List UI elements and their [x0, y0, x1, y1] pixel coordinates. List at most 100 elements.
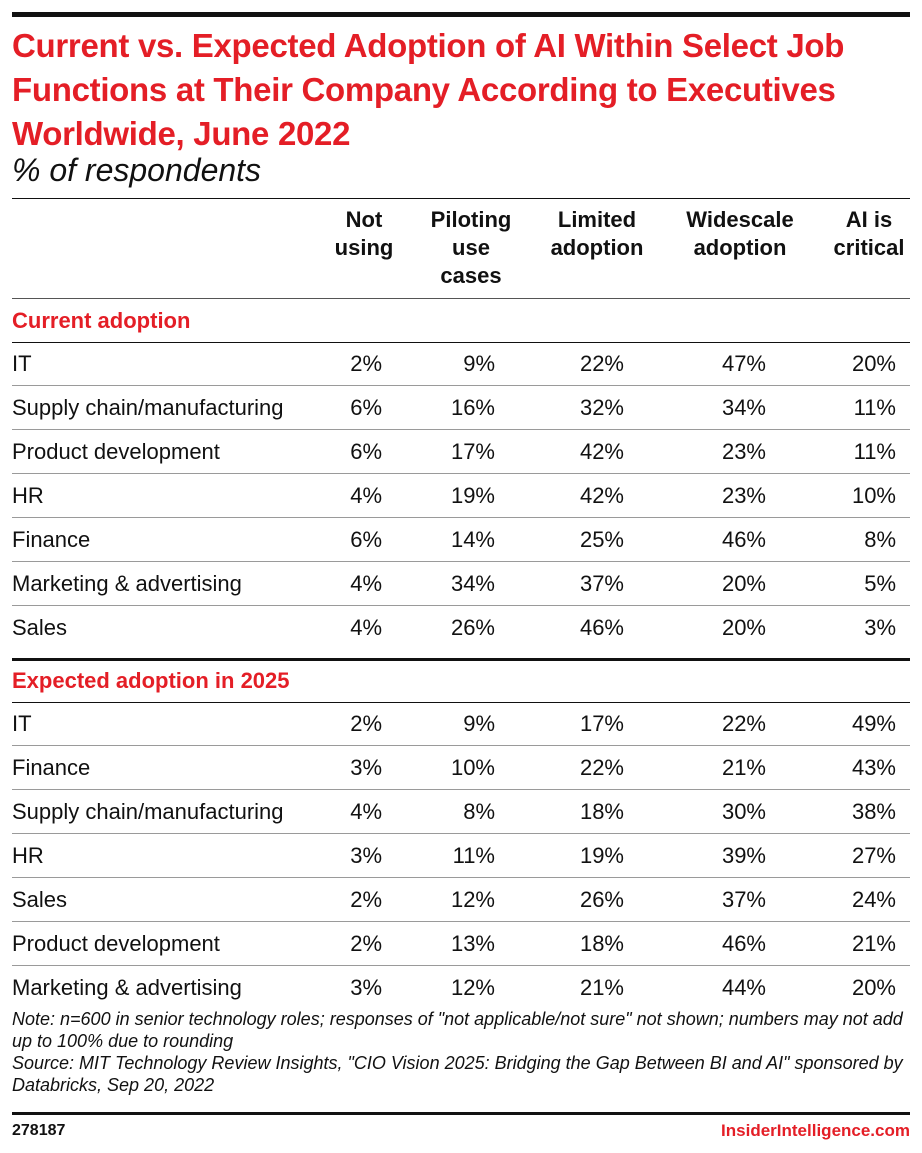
- data-cell: 2%: [350, 931, 382, 956]
- table-row: Product development 2% 13% 18% 46% 21%: [12, 922, 910, 966]
- data-cell: 4%: [350, 615, 382, 640]
- data-cell: 17%: [450, 439, 495, 464]
- row-rule: [12, 342, 910, 343]
- row-rule: [12, 702, 910, 703]
- table-row: Supply chain/manufacturing 6% 16% 32% 34% 11%: [12, 386, 910, 430]
- row-label: HR: [12, 483, 44, 508]
- chart-subtitle: % of respondents: [12, 152, 262, 188]
- column-header: Limited adoption: [550, 207, 644, 260]
- data-cell: 11%: [853, 439, 896, 464]
- row-label: Sales: [12, 887, 68, 912]
- data-cell: 25%: [579, 527, 624, 552]
- data-cell: 22%: [579, 755, 624, 780]
- row-divider: [12, 789, 910, 790]
- data-cell: 14%: [450, 527, 495, 552]
- table-row: Finance 6% 14% 25% 46% 8%: [12, 518, 910, 562]
- data-cell: 12%: [450, 887, 495, 912]
- row-divider: [12, 921, 910, 922]
- data-cell: 37%: [579, 571, 624, 596]
- row-divider: [12, 877, 910, 878]
- data-cell: 6%: [350, 527, 382, 552]
- data-cell: 10%: [450, 755, 495, 780]
- row-divider: [12, 965, 910, 966]
- data-cell: 20%: [721, 571, 766, 596]
- data-cell: 10%: [851, 483, 896, 508]
- row-label: HR: [12, 843, 44, 868]
- data-cell: 13%: [450, 931, 495, 956]
- data-cell: 3%: [864, 615, 896, 640]
- data-cell: 9%: [463, 711, 495, 736]
- table-row: Marketing & advertising 4% 34% 37% 20% 5%: [12, 562, 910, 606]
- data-cell: 19%: [450, 483, 495, 508]
- data-cell: 20%: [721, 615, 766, 640]
- table-row: Sales 4% 26% 46% 20% 3%: [12, 606, 910, 650]
- row-divider: [12, 385, 910, 386]
- data-cell: 21%: [721, 755, 766, 780]
- data-cell: 4%: [350, 483, 382, 508]
- data-cell: 42%: [579, 483, 624, 508]
- data-cell: 5%: [864, 571, 896, 596]
- table-row: Marketing & advertising 3% 12% 21% 44% 20%: [12, 966, 910, 1010]
- data-cell: 3%: [350, 975, 382, 1000]
- data-cell: 20%: [851, 351, 896, 376]
- data-cell: 22%: [579, 351, 624, 376]
- row-label: Marketing & advertising: [12, 571, 242, 596]
- data-cell: 2%: [350, 887, 382, 912]
- data-cell: 24%: [851, 887, 896, 912]
- data-cell: 30%: [721, 799, 766, 824]
- row-divider: [12, 561, 910, 562]
- data-cell: 34%: [721, 395, 766, 420]
- data-cell: 18%: [579, 799, 624, 824]
- data-cell: 18%: [579, 931, 624, 956]
- data-cell: 19%: [579, 843, 624, 868]
- row-divider: [12, 429, 910, 430]
- data-cell: 11%: [853, 395, 896, 420]
- row-label: IT: [12, 351, 32, 376]
- table-row: Sales 2% 12% 26% 37% 24%: [12, 878, 910, 922]
- row-label: Product development: [12, 931, 220, 956]
- row-divider: [12, 833, 910, 834]
- data-cell: 44%: [721, 975, 766, 1000]
- table-row: IT 2% 9% 22% 47% 20%: [12, 342, 910, 386]
- header-rule: [12, 198, 910, 199]
- row-label: Supply chain/manufacturing: [12, 799, 284, 824]
- data-cell: 16%: [450, 395, 495, 420]
- data-cell: 39%: [721, 843, 766, 868]
- data-cell: 37%: [721, 887, 766, 912]
- chart-title: Current vs. Expected Adoption of AI With…: [12, 27, 845, 152]
- data-cell: 6%: [350, 395, 382, 420]
- note-text: Note: n=600 in senior technology roles; …: [12, 1009, 903, 1051]
- section-rule: [12, 298, 910, 299]
- data-cell: 8%: [864, 527, 896, 552]
- data-cell: 23%: [721, 439, 766, 464]
- data-cell: 6%: [350, 439, 382, 464]
- data-cell: 34%: [450, 571, 495, 596]
- data-cell: 3%: [350, 755, 382, 780]
- row-divider: [12, 605, 910, 606]
- data-cell: 22%: [721, 711, 766, 736]
- data-cell: 8%: [463, 799, 495, 824]
- row-divider: [12, 517, 910, 518]
- data-cell: 4%: [350, 571, 382, 596]
- table-row: IT 2% 9% 17% 22% 49%: [12, 702, 910, 746]
- data-cell: 46%: [721, 527, 766, 552]
- row-label: Finance: [12, 755, 91, 780]
- data-cell: 42%: [579, 439, 624, 464]
- data-cell: 12%: [450, 975, 495, 1000]
- column-header: AI is critical: [833, 207, 905, 260]
- data-cell: 23%: [721, 483, 766, 508]
- column-header: Widescale adoption: [686, 207, 794, 260]
- data-cell: 26%: [450, 615, 495, 640]
- data-cell: 21%: [579, 975, 624, 1000]
- row-label: Product development: [12, 439, 220, 464]
- brand-logo[interactable]: InsiderIntelligence.com: [721, 1121, 910, 1140]
- data-cell: 17%: [579, 711, 624, 736]
- data-cell: 38%: [851, 799, 896, 824]
- row-divider: [12, 473, 910, 474]
- notes: Note: n=600 in senior technology roles; …: [12, 1008, 912, 1096]
- data-cell: 4%: [350, 799, 382, 824]
- data-cell: 9%: [463, 351, 495, 376]
- data-cell: 2%: [350, 711, 382, 736]
- table-row: Finance 3% 10% 22% 21% 43%: [12, 746, 910, 790]
- data-cell: 26%: [579, 887, 624, 912]
